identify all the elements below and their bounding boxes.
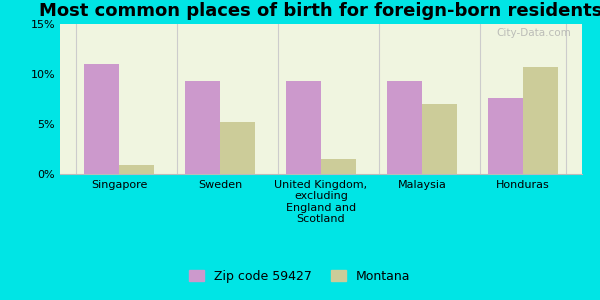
Bar bbox=[488, 98, 523, 174]
Bar bbox=[386, 81, 422, 174]
Bar bbox=[185, 81, 220, 174]
Text: City-Data.com: City-Data.com bbox=[497, 28, 572, 38]
Title: Most common places of birth for foreign-born residents: Most common places of birth for foreign-… bbox=[40, 2, 600, 20]
Bar bbox=[84, 64, 119, 174]
Bar bbox=[119, 165, 154, 174]
Bar bbox=[523, 67, 558, 174]
Bar bbox=[220, 122, 256, 174]
Bar bbox=[286, 81, 321, 174]
Bar bbox=[321, 159, 356, 174]
Legend: Zip code 59427, Montana: Zip code 59427, Montana bbox=[184, 265, 416, 288]
Bar bbox=[422, 104, 457, 174]
